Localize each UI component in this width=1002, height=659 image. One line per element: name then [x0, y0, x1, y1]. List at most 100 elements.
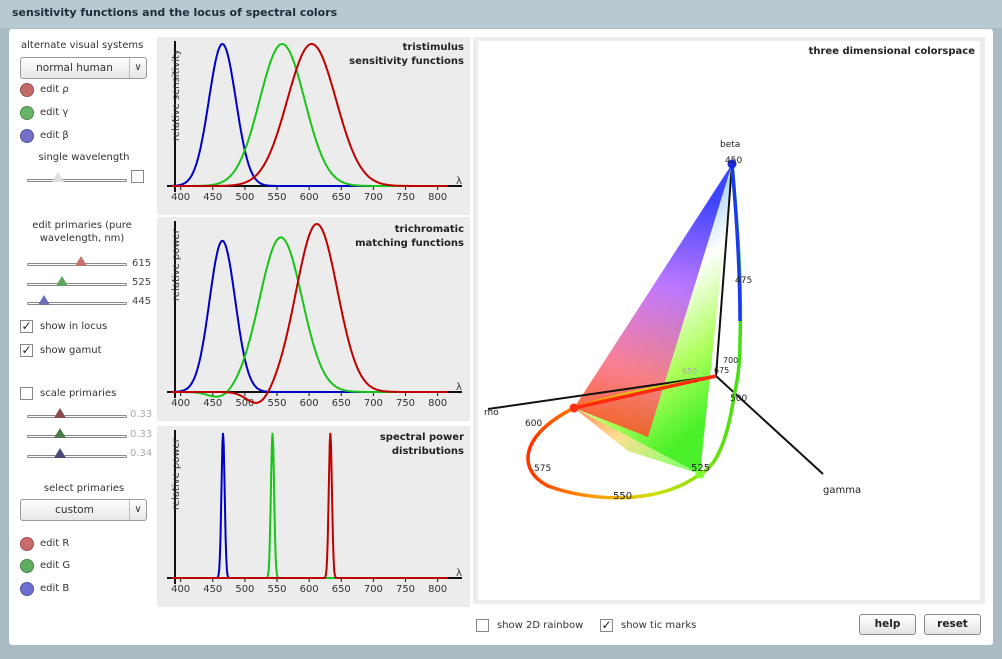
tick-label-650: 650: [682, 367, 697, 376]
x-unit-label: λ: [456, 382, 462, 393]
show-in-locus-checkbox[interactable]: ✓: [20, 319, 33, 333]
scale-g-value: 0.33: [130, 429, 153, 440]
slider-thumb[interactable]: [56, 276, 68, 286]
r-swatch-icon[interactable]: [20, 537, 34, 551]
x-tick-label: 550: [267, 584, 286, 595]
single-wavelength-slider[interactable]: [27, 172, 127, 182]
tick-label-500: 500: [730, 394, 747, 404]
x-tick-label: 450: [203, 398, 222, 409]
primary-b-value: 445: [132, 296, 152, 307]
x-tick-label: 750: [396, 192, 415, 203]
spd-chart: 400 450 500 550 600 650 700 750 800 λ: [167, 430, 462, 595]
edit-rho-button[interactable]: edit ρ: [40, 84, 69, 95]
edit-r-button[interactable]: edit R: [40, 538, 70, 549]
spd-panel: 400 450 500 550 600 650 700 750 800 λ spectral po…: [157, 426, 470, 607]
x-tick-label: 600: [300, 192, 319, 203]
primary-g-value: 525: [132, 277, 152, 288]
chevron-down-icon[interactable]: ∨: [129, 500, 146, 520]
x-tick-label: 600: [300, 584, 319, 595]
show-2d-rainbow-checkbox[interactable]: [476, 619, 489, 632]
scale-r-value: 0.33: [130, 409, 153, 420]
single-wavelength-checkbox[interactable]: [131, 170, 144, 183]
single-wavelength-label: single wavelength: [38, 152, 130, 163]
slider-thumb[interactable]: [54, 408, 66, 418]
x-tick-label: 400: [171, 192, 190, 203]
primary-r-slider[interactable]: [27, 256, 127, 266]
x-tick-label: 550: [267, 192, 286, 203]
chevron-down-icon[interactable]: ∨: [129, 58, 146, 78]
show-tic-marks-label: show tic marks: [621, 620, 697, 631]
scale-b-slider[interactable]: [27, 448, 127, 458]
matching-chart: 400 450 500 550 600 650 700 750 800 λ: [167, 221, 462, 409]
slider-thumb[interactable]: [75, 256, 87, 266]
tick-label-600: 600: [525, 419, 542, 429]
tick-label-700: 700: [723, 356, 738, 365]
x-tick-label: 450: [203, 192, 222, 203]
edit-b-button[interactable]: edit B: [40, 583, 70, 594]
primary-r-value: 615: [132, 258, 152, 269]
x-tick-label: 800: [428, 398, 447, 409]
tristimulus-panel: 400 450 500 550 600 650 700 750 800 λ tristimulus…: [157, 37, 470, 215]
locus-tick-labels: 450 475 500 525 550 575 600 650 675 700: [525, 156, 752, 502]
edit-gamma-button[interactable]: edit γ: [40, 107, 69, 118]
spd-y-label: relative power: [171, 438, 182, 510]
tristimulus-title-line1: tristimulus: [402, 42, 464, 53]
visual-systems-label: alternate visual systems: [21, 40, 144, 51]
scale-b-value: 0.34: [130, 448, 153, 459]
tristimulus-y-label: relative sensitivity: [171, 49, 182, 141]
slider-thumb[interactable]: [54, 448, 66, 458]
scale-r-slider[interactable]: [27, 408, 127, 418]
primary-g-marker[interactable]: [695, 469, 705, 479]
x-tick-label: 500: [235, 584, 254, 595]
series-line: [171, 43, 448, 187]
primary-g-slider[interactable]: [27, 276, 127, 286]
slider-thumb[interactable]: [52, 172, 64, 182]
select-primaries-select[interactable]: custom ∨: [20, 499, 147, 521]
gamma-swatch-icon[interactable]: [20, 106, 34, 120]
gamut-fan: [574, 164, 732, 474]
tick-label-575: 575: [534, 464, 551, 474]
select-primaries-value: custom: [55, 504, 94, 516]
x-unit-label: λ: [456, 568, 462, 579]
colorspace-3d-view[interactable]: rho gamma beta 450 475 500 525 550 575 6…: [473, 37, 985, 604]
matching-title-line2: matching functions: [355, 238, 464, 249]
show-tic-marks-checkbox[interactable]: ✓: [600, 618, 613, 632]
axis-beta-label: beta: [720, 140, 740, 150]
x-tick-label: 650: [332, 398, 351, 409]
beta-swatch-icon[interactable]: [20, 129, 34, 143]
primary-r-marker[interactable]: [569, 403, 579, 413]
show-gamut-checkbox[interactable]: ✓: [20, 343, 33, 357]
slider-thumb[interactable]: [54, 428, 66, 438]
colorspace-3d-scene[interactable]: rho gamma beta 450 475 500 525 550 575 6…: [478, 41, 980, 600]
edit-g-button[interactable]: edit G: [40, 560, 71, 571]
x-tick-label: 750: [396, 398, 415, 409]
view3d-title: three dimensional colorspace: [808, 46, 975, 57]
colorspace-3d-canvas[interactable]: rho gamma beta 450 475 500 525 550 575 6…: [478, 41, 980, 600]
axis-gamma-label: gamma: [823, 485, 861, 496]
x-tick-label: 500: [235, 398, 254, 409]
visual-systems-select[interactable]: normal human ∨: [20, 57, 147, 79]
series-line: [171, 222, 448, 404]
g-swatch-icon[interactable]: [20, 559, 34, 573]
b-swatch-icon[interactable]: [20, 582, 34, 596]
locus-blue-segment: [730, 163, 742, 322]
app-body: alternate visual systems normal human ∨ …: [9, 29, 993, 645]
x-tick-label: 550: [267, 398, 286, 409]
matching-title-line1: trichromatic: [394, 224, 464, 235]
spd-title-line1: spectral power: [379, 432, 464, 443]
control-panel: alternate visual systems normal human ∨ …: [9, 29, 159, 645]
scale-g-slider[interactable]: [27, 428, 127, 438]
x-unit-label: λ: [456, 176, 462, 187]
x-tick-label: 800: [428, 584, 447, 595]
scale-primaries-checkbox[interactable]: [20, 387, 33, 400]
help-button[interactable]: help: [859, 614, 916, 635]
primary-b-marker[interactable]: [727, 159, 737, 169]
primary-b-slider[interactable]: [27, 295, 127, 305]
edit-beta-button[interactable]: edit β: [40, 130, 69, 141]
tick-label-550: 550: [613, 491, 632, 502]
rho-swatch-icon[interactable]: [20, 83, 34, 97]
window-title: sensitivity functions and the locus of s…: [0, 0, 1002, 28]
slider-thumb[interactable]: [38, 295, 50, 305]
reset-button[interactable]: reset: [924, 614, 981, 635]
x-tick-label: 700: [364, 398, 383, 409]
